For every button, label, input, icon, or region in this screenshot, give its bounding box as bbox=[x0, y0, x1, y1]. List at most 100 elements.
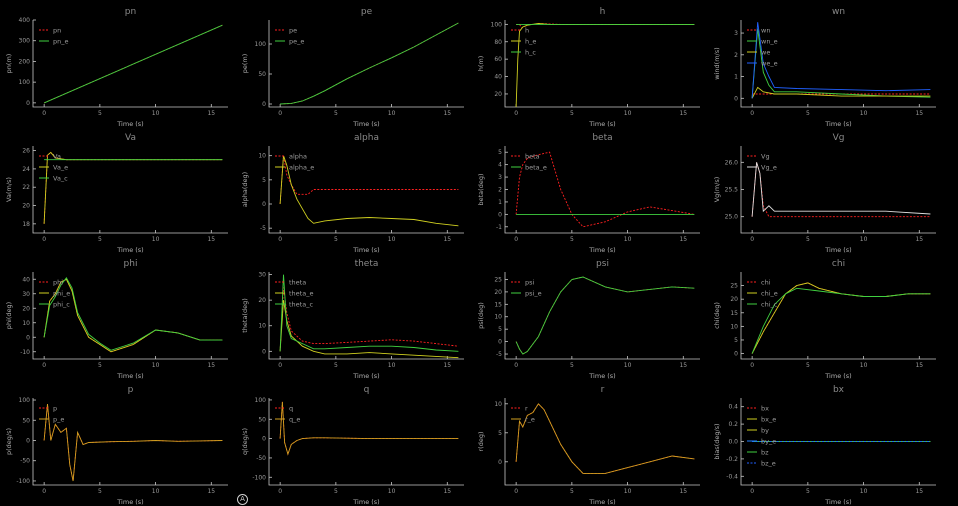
y-tick-label: 100 bbox=[255, 41, 267, 48]
legend-label: beta_e bbox=[525, 164, 547, 172]
y-tick-label: 20 bbox=[494, 289, 502, 296]
legend-label: Va_e bbox=[53, 164, 68, 172]
y-tick-label: 400 bbox=[19, 17, 31, 24]
chart-title: psi bbox=[596, 259, 609, 269]
y-tick-label: 200 bbox=[19, 58, 31, 65]
y-axis-label: r(deg) bbox=[477, 432, 485, 452]
legend-label: chi_c bbox=[761, 301, 778, 309]
chart-title: pn bbox=[125, 7, 136, 17]
y-axis-label: phi(deg) bbox=[5, 302, 13, 329]
y-tick-label: 25 bbox=[494, 276, 502, 283]
x-tick-label: 5 bbox=[570, 110, 574, 117]
x-tick-label: 10 bbox=[860, 488, 868, 495]
axis-frame bbox=[268, 398, 464, 486]
y-tick-label: 0 bbox=[26, 100, 30, 107]
y-axis-label: alpha(deg) bbox=[241, 172, 249, 207]
x-tick-label: 10 bbox=[624, 488, 632, 495]
series-line-Vg_e bbox=[751, 162, 931, 217]
legend-label: phi_c bbox=[53, 301, 70, 309]
y-tick-label: -50 bbox=[20, 458, 30, 465]
x-tick-label: 15 bbox=[679, 488, 687, 495]
y-tick-label: 0 bbox=[26, 437, 30, 444]
x-tick-label: 5 bbox=[570, 362, 574, 369]
x-tick-label: 0 bbox=[750, 488, 754, 495]
x-tick-label: 10 bbox=[860, 362, 868, 369]
x-tick-label: 5 bbox=[806, 488, 810, 495]
legend-label: h_c bbox=[525, 49, 536, 57]
series-line-pn_e bbox=[43, 24, 223, 104]
x-tick-label: 15 bbox=[207, 110, 215, 117]
y-tick-label: 10 bbox=[494, 314, 502, 321]
legend-label: chi_e bbox=[761, 290, 778, 298]
chart-theta: theta 0 5 10 15 0 10 20 30 Time (s) theta(deg) thet… bbox=[241, 259, 464, 380]
y-tick-label: 0 bbox=[262, 348, 266, 355]
x-tick-label: 15 bbox=[207, 236, 215, 243]
x-tick-label: 10 bbox=[624, 110, 632, 117]
chart-r: r 0 5 10 15 0 5 10 Time (s) r(deg) r r_e bbox=[477, 385, 700, 506]
legend-label: p bbox=[53, 405, 57, 413]
y-axis-label: psi(deg) bbox=[477, 302, 485, 329]
legend-label: wn_e bbox=[761, 38, 778, 46]
series-line-phi_c bbox=[43, 276, 223, 351]
y-tick-label: 0.0 bbox=[728, 439, 738, 446]
x-axis-label: Time (s) bbox=[352, 120, 379, 128]
series-line-we bbox=[751, 86, 931, 99]
x-tick-label: 10 bbox=[152, 110, 160, 117]
y-axis-label: pe(m) bbox=[241, 54, 249, 74]
y-tick-label: 5 bbox=[498, 430, 502, 437]
x-axis-label: Time (s) bbox=[116, 120, 143, 128]
y-tick-label: 2 bbox=[498, 187, 502, 194]
y-tick-label: 300 bbox=[19, 38, 31, 45]
x-tick-label: 5 bbox=[806, 362, 810, 369]
x-tick-label: 5 bbox=[334, 110, 338, 117]
y-tick-label: 1 bbox=[498, 199, 502, 206]
x-tick-label: 15 bbox=[679, 236, 687, 243]
x-tick-label: 0 bbox=[514, 110, 518, 117]
y-tick-label: 25.0 bbox=[725, 214, 739, 221]
series-line-alpha_e bbox=[279, 155, 459, 227]
legend-label: beta bbox=[525, 153, 540, 161]
y-tick-label: 0 bbox=[498, 459, 502, 466]
legend-label: psi bbox=[525, 279, 535, 287]
x-axis-label: Time (s) bbox=[588, 120, 615, 128]
series-line-pe_e bbox=[280, 22, 459, 105]
y-axis-label: theta(deg) bbox=[241, 298, 249, 333]
y-tick-label: -50 bbox=[256, 455, 266, 462]
y-tick-label: 20 bbox=[494, 91, 502, 98]
y-tick-label: 10 bbox=[494, 401, 502, 408]
y-axis-label: h(m) bbox=[477, 56, 485, 72]
axis-frame bbox=[32, 398, 228, 486]
x-tick-label: 15 bbox=[443, 110, 451, 117]
chart-title: Va bbox=[125, 133, 136, 143]
axis-frame bbox=[32, 146, 228, 234]
legend-label: by_e bbox=[761, 438, 776, 446]
x-tick-label: 10 bbox=[860, 236, 868, 243]
series-line-Va_e bbox=[43, 151, 223, 224]
y-tick-label: 30 bbox=[258, 272, 266, 279]
y-tick-label: 60 bbox=[494, 56, 502, 63]
legend-label: Va bbox=[53, 153, 61, 161]
chart-wn: wn 0 5 10 15 0 1 2 3 Time (s) wind(m/s) wn wn_ewe we_… bbox=[713, 7, 936, 128]
y-tick-label: 20 bbox=[22, 203, 30, 210]
x-tick-label: 15 bbox=[443, 236, 451, 243]
x-tick-label: 5 bbox=[570, 236, 574, 243]
legend-label: pe bbox=[289, 27, 297, 35]
y-tick-label: 0.2 bbox=[728, 421, 738, 428]
y-tick-label: 0 bbox=[262, 436, 266, 443]
legend-label: h_e bbox=[525, 38, 536, 46]
legend-label: bx_e bbox=[761, 416, 776, 424]
chart-h: h 0 5 10 15 20 40 60 80 100 Time (s) h(m) h h_e h_c bbox=[477, 7, 700, 128]
x-tick-label: 15 bbox=[915, 236, 923, 243]
legend-label: Vg bbox=[761, 153, 770, 161]
chart-beta: beta 0 5 10 15 -1 0 1 2 3 4 5 Time (s) beta(deg) beta b… bbox=[477, 133, 700, 254]
y-tick-label: 20 bbox=[258, 297, 266, 304]
y-tick-label: 0 bbox=[498, 211, 502, 218]
chart-title: Vg bbox=[833, 133, 845, 143]
x-tick-label: 0 bbox=[42, 362, 46, 369]
y-axis-label: beta(deg) bbox=[477, 174, 485, 206]
y-tick-label: 30 bbox=[22, 291, 30, 298]
x-tick-label: 5 bbox=[98, 110, 102, 117]
y-tick-label: 100 bbox=[491, 21, 503, 28]
y-tick-label: -100 bbox=[252, 474, 266, 481]
legend-label: theta_e bbox=[289, 290, 313, 298]
